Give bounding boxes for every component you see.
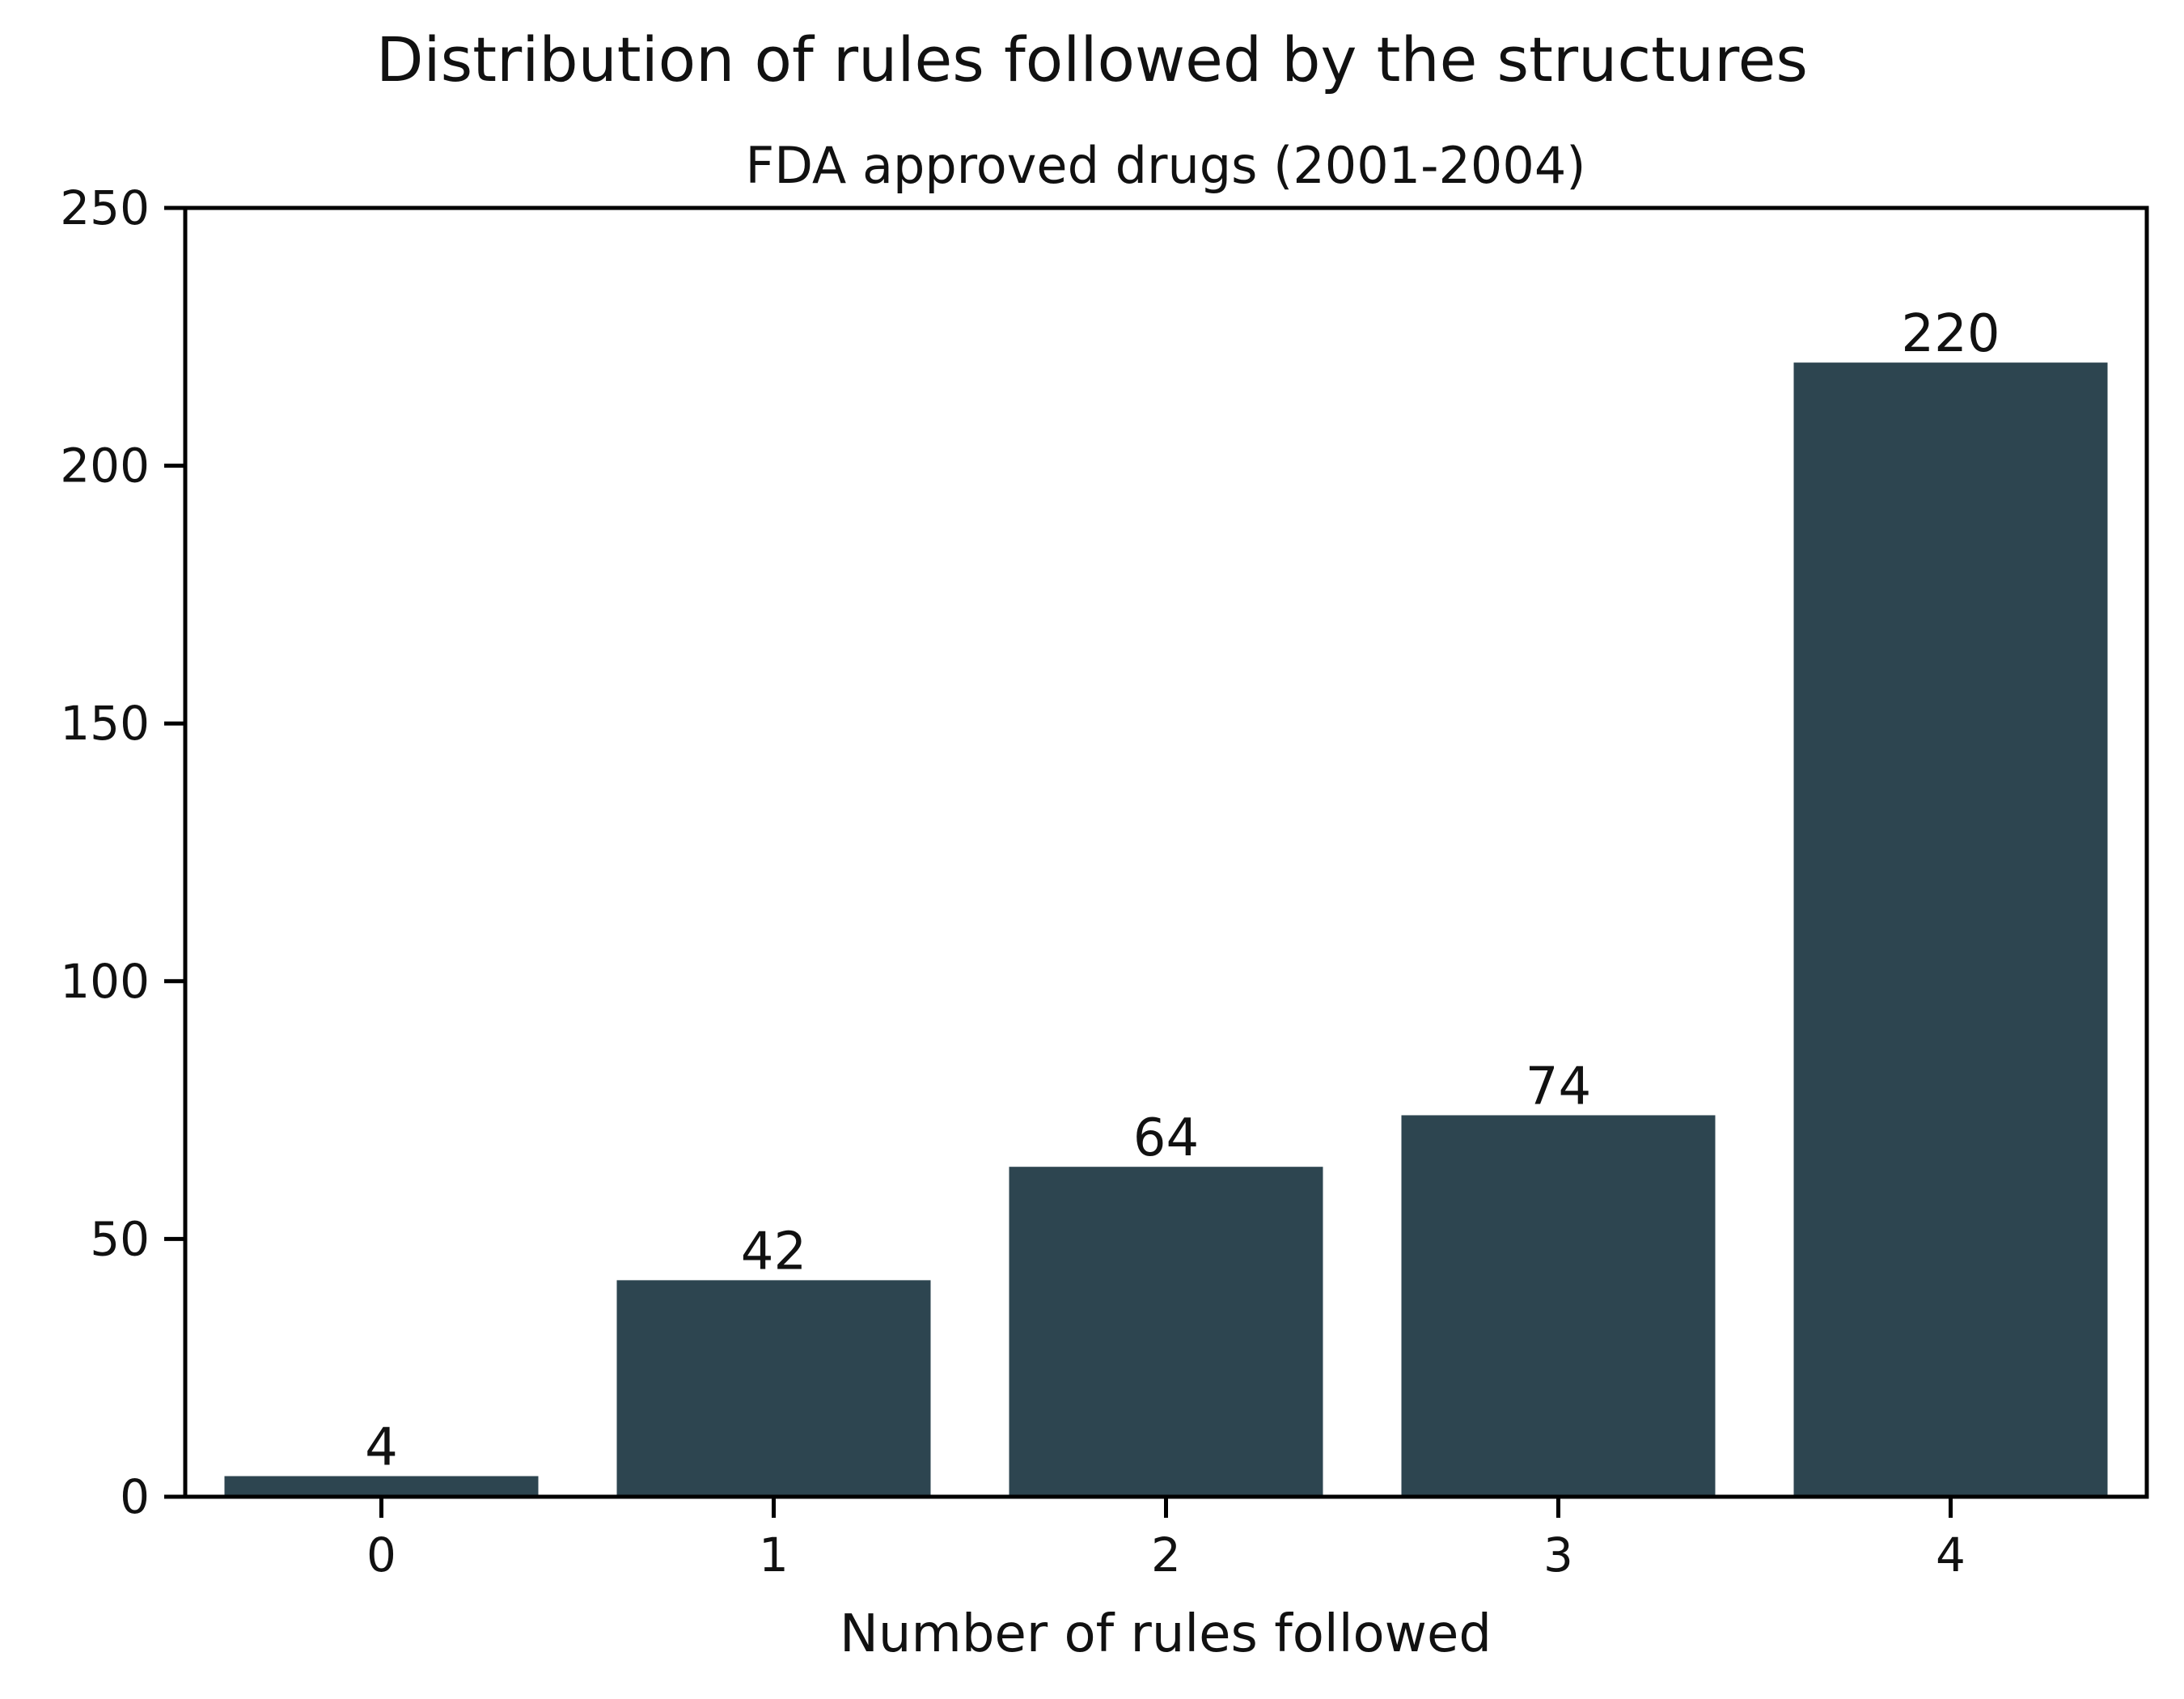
x-tick-label-2: 2 (1151, 1527, 1181, 1582)
bar-label-2: 64 (1133, 1108, 1199, 1168)
bars-group (224, 362, 2108, 1497)
y-tick-label-50: 50 (90, 1211, 150, 1266)
bar-value-labels: 4 42 64 74 220 (365, 304, 2000, 1477)
bar-label-4: 220 (1901, 304, 2000, 364)
x-tick-label-4: 4 (1936, 1527, 1966, 1582)
bar-label-3: 74 (1526, 1057, 1591, 1116)
bar-2 (1009, 1167, 1323, 1497)
y-tick-label-100: 100 (60, 954, 150, 1009)
y-tick-label-0: 0 (120, 1469, 150, 1524)
x-axis-label: Number of rules followed (840, 1604, 1492, 1664)
bar-label-0: 4 (365, 1418, 398, 1478)
y-tick-label-150: 150 (60, 696, 150, 751)
plot-area-frame (183, 205, 2149, 1499)
x-tick-label-3: 3 (1543, 1527, 1573, 1582)
y-tick-label-200: 200 (60, 439, 150, 494)
x-axis-ticks: 0 1 2 3 4 (366, 1497, 1966, 1582)
x-tick-label-1: 1 (759, 1527, 789, 1582)
y-axis-ticks: 0 50 100 150 200 250 (60, 180, 185, 1524)
bar-0 (224, 1476, 539, 1497)
y-tick-label-250: 250 (60, 180, 150, 235)
bar-1 (616, 1280, 931, 1497)
chart-title: FDA approved drugs (2001-2004) (746, 136, 1586, 195)
bar-3 (1401, 1115, 1716, 1497)
bar-4 (1793, 362, 2108, 1497)
chart-suptitle: Distribution of rules followed by the st… (376, 23, 1808, 95)
bar-label-1: 42 (741, 1222, 806, 1282)
x-tick-label-0: 0 (366, 1527, 396, 1582)
